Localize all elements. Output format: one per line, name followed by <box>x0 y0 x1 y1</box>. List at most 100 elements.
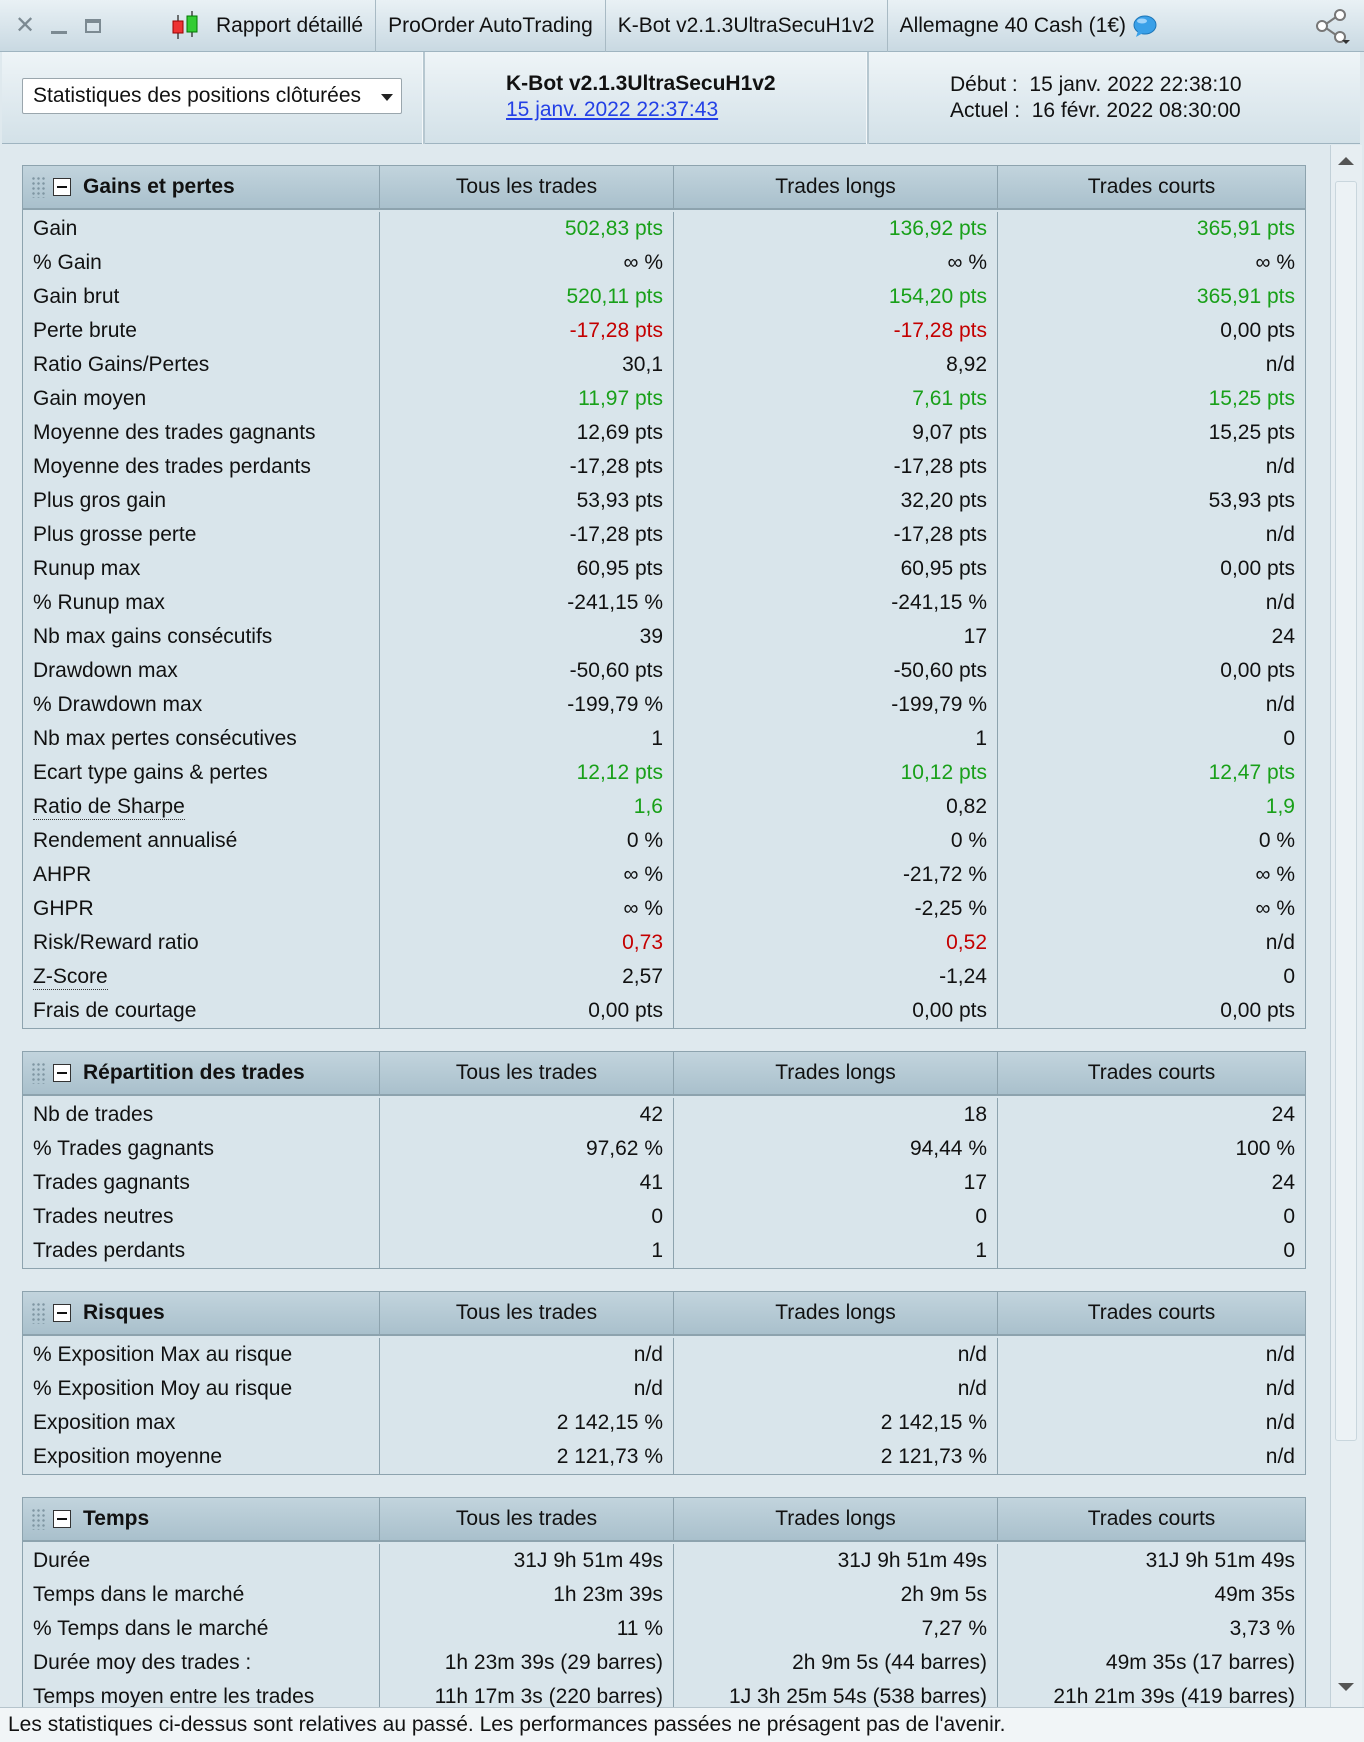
table-row: Ratio Gains/Pertes 30,1 8,92 n/d <box>23 348 1305 382</box>
value-cell: 11 % <box>379 1612 673 1646</box>
table-row: Z-Score 2,57 -1,24 0 <box>23 960 1305 994</box>
section-header: Gains et pertes Tous les trades Trades lon… <box>23 166 1305 210</box>
value-cell: 7,27 % <box>673 1612 997 1646</box>
row-label: % Exposition Moy au risque <box>33 1377 293 1400</box>
row-label: Durée moy des trades : <box>33 1651 252 1674</box>
value-cell: 0,00 pts <box>997 994 1305 1028</box>
table-row: % Temps dans le marché 11 % 7,27 % 3,73 % <box>23 1612 1305 1646</box>
vertical-scrollbar[interactable] <box>1330 145 1362 1707</box>
value-cell: ∞ % <box>379 246 673 280</box>
value-cell: n/d <box>997 926 1305 960</box>
section-body: Nb de trades 42 18 24 % Trades gagnants 97,62… <box>23 1098 1305 1268</box>
row-label: Exposition max <box>33 1411 176 1434</box>
row-label-cell: Plus gros gain <box>23 484 379 518</box>
strategy-date-link[interactable]: 15 janv. 2022 22:37:43 <box>506 98 719 121</box>
maximize-icon[interactable] <box>76 0 110 52</box>
table-row: Moyenne des trades gagnants 12,69 pts 9,07… <box>23 416 1305 450</box>
column-header: Trades longs <box>673 1292 997 1334</box>
section-header: Temps Tous les trades Trades longs Trades c… <box>23 1498 1305 1542</box>
row-label[interactable]: Ratio de Sharpe <box>33 794 185 820</box>
value-cell: 154,20 pts <box>673 280 997 314</box>
table-row: Plus gros gain 53,93 pts 32,20 pts 53,93 pt… <box>23 484 1305 518</box>
close-icon[interactable]: ✕ <box>14 12 36 39</box>
value-cell: 0 <box>997 722 1305 756</box>
value-cell: 12,12 pts <box>379 756 673 790</box>
date-range: Début : 15 janv. 2022 22:38:10 Actuel : … <box>950 72 1242 124</box>
value-cell: 31J 9h 51m 49s <box>673 1544 997 1578</box>
row-label-cell: Ratio de Sharpe <box>23 790 379 824</box>
scroll-down-icon[interactable] <box>1338 1683 1354 1691</box>
value-cell: 0 <box>997 960 1305 994</box>
drag-handle-icon[interactable] <box>31 176 45 198</box>
column-header: Tous les trades <box>379 1498 673 1540</box>
value-cell: n/d <box>997 1338 1305 1372</box>
chat-bubble-icon[interactable] <box>1132 14 1158 38</box>
value-cell: 0,00 pts <box>997 654 1305 688</box>
row-label-cell: Exposition max <box>23 1406 379 1440</box>
row-label-cell: Trades gagnants <box>23 1166 379 1200</box>
section-title: Temps <box>83 1507 150 1530</box>
drag-handle-icon[interactable] <box>31 1302 45 1324</box>
value-cell: 15,25 pts <box>997 382 1305 416</box>
table-row: Gain brut 520,11 pts 154,20 pts 365,91 pts <box>23 280 1305 314</box>
value-cell: 15,25 pts <box>997 416 1305 450</box>
row-label-cell: GHPR <box>23 892 379 926</box>
collapse-icon[interactable] <box>53 178 71 196</box>
value-cell: -17,28 pts <box>673 314 997 348</box>
share-icon[interactable] <box>1314 8 1350 44</box>
drag-handle-icon[interactable] <box>31 1062 45 1084</box>
scroll-thumb[interactable] <box>1335 181 1357 1441</box>
value-cell: 136,92 pts <box>673 212 997 246</box>
row-label: Nb max gains consécutifs <box>33 625 273 648</box>
column-header: Trades courts <box>997 1052 1305 1094</box>
value-cell: 1 <box>379 722 673 756</box>
section-title: Risques <box>83 1301 165 1324</box>
collapse-icon[interactable] <box>53 1064 71 1082</box>
statistics-type-dropdown[interactable]: Statistiques des positions clôturées <box>22 78 402 114</box>
row-label: Ratio Gains/Pertes <box>33 353 210 376</box>
table-row: Risk/Reward ratio 0,73 0,52 n/d <box>23 926 1305 960</box>
value-cell: 365,91 pts <box>997 280 1305 314</box>
row-label: % Exposition Max au risque <box>33 1343 293 1366</box>
section-body: Gain 502,83 pts 136,92 pts 365,91 pts % Gain… <box>23 212 1305 1028</box>
value-cell: 53,93 pts <box>379 484 673 518</box>
value-cell: 1 <box>379 1234 673 1268</box>
value-cell: 3,73 % <box>997 1612 1305 1646</box>
row-label[interactable]: Z-Score <box>33 964 108 990</box>
scroll-up-icon[interactable] <box>1338 157 1354 165</box>
value-cell: n/d <box>997 1440 1305 1474</box>
value-cell: 1 <box>673 1234 997 1268</box>
tab-detailed-report[interactable]: Rapport détaillé <box>210 0 377 52</box>
value-cell: ∞ % <box>379 858 673 892</box>
value-cell: 0,00 pts <box>379 994 673 1028</box>
row-label-cell: Drawdown max <box>23 654 379 688</box>
value-cell: 17 <box>673 620 997 654</box>
row-label: Durée <box>33 1549 91 1572</box>
tab-instrument[interactable]: Allemagne 40 Cash (1€) <box>888 0 1170 52</box>
collapse-icon[interactable] <box>53 1304 71 1322</box>
value-cell: n/d <box>997 1406 1305 1440</box>
row-label: Runup max <box>33 557 141 580</box>
value-cell: 53,93 pts <box>997 484 1305 518</box>
value-cell: n/d <box>997 1372 1305 1406</box>
value-cell: -17,28 pts <box>379 314 673 348</box>
row-label: Risk/Reward ratio <box>33 931 199 954</box>
collapse-icon[interactable] <box>53 1510 71 1528</box>
value-cell: 0 <box>379 1200 673 1234</box>
minimize-icon[interactable] <box>42 0 76 52</box>
section-title-cell: Répartition des trades <box>23 1052 379 1094</box>
table-row: GHPR ∞ % -2,25 % ∞ % <box>23 892 1305 926</box>
table-row: Durée moy des trades : 1h 23m 39s (29 bar… <box>23 1646 1305 1680</box>
table-row: Plus grosse perte -17,28 pts -17,28 pts n/d <box>23 518 1305 552</box>
value-cell: 2h 9m 5s (44 barres) <box>673 1646 997 1680</box>
drag-handle-icon[interactable] <box>31 1508 45 1530</box>
strategy-name: K-Bot v2.1.3UltraSecuH1v2 <box>506 72 776 95</box>
row-label: Plus grosse perte <box>33 523 197 546</box>
value-cell: 1,6 <box>379 790 673 824</box>
statistics-content: Gains et pertes Tous les trades Trades lon… <box>2 145 1330 1707</box>
row-label: Plus gros gain <box>33 489 167 512</box>
value-cell: 39 <box>379 620 673 654</box>
tab-strategy[interactable]: K-Bot v2.1.3UltraSecuH1v2 <box>606 0 888 52</box>
row-label-cell: Nb max gains consécutifs <box>23 620 379 654</box>
tab-proorder-autotrading[interactable]: ProOrder AutoTrading <box>376 0 606 52</box>
